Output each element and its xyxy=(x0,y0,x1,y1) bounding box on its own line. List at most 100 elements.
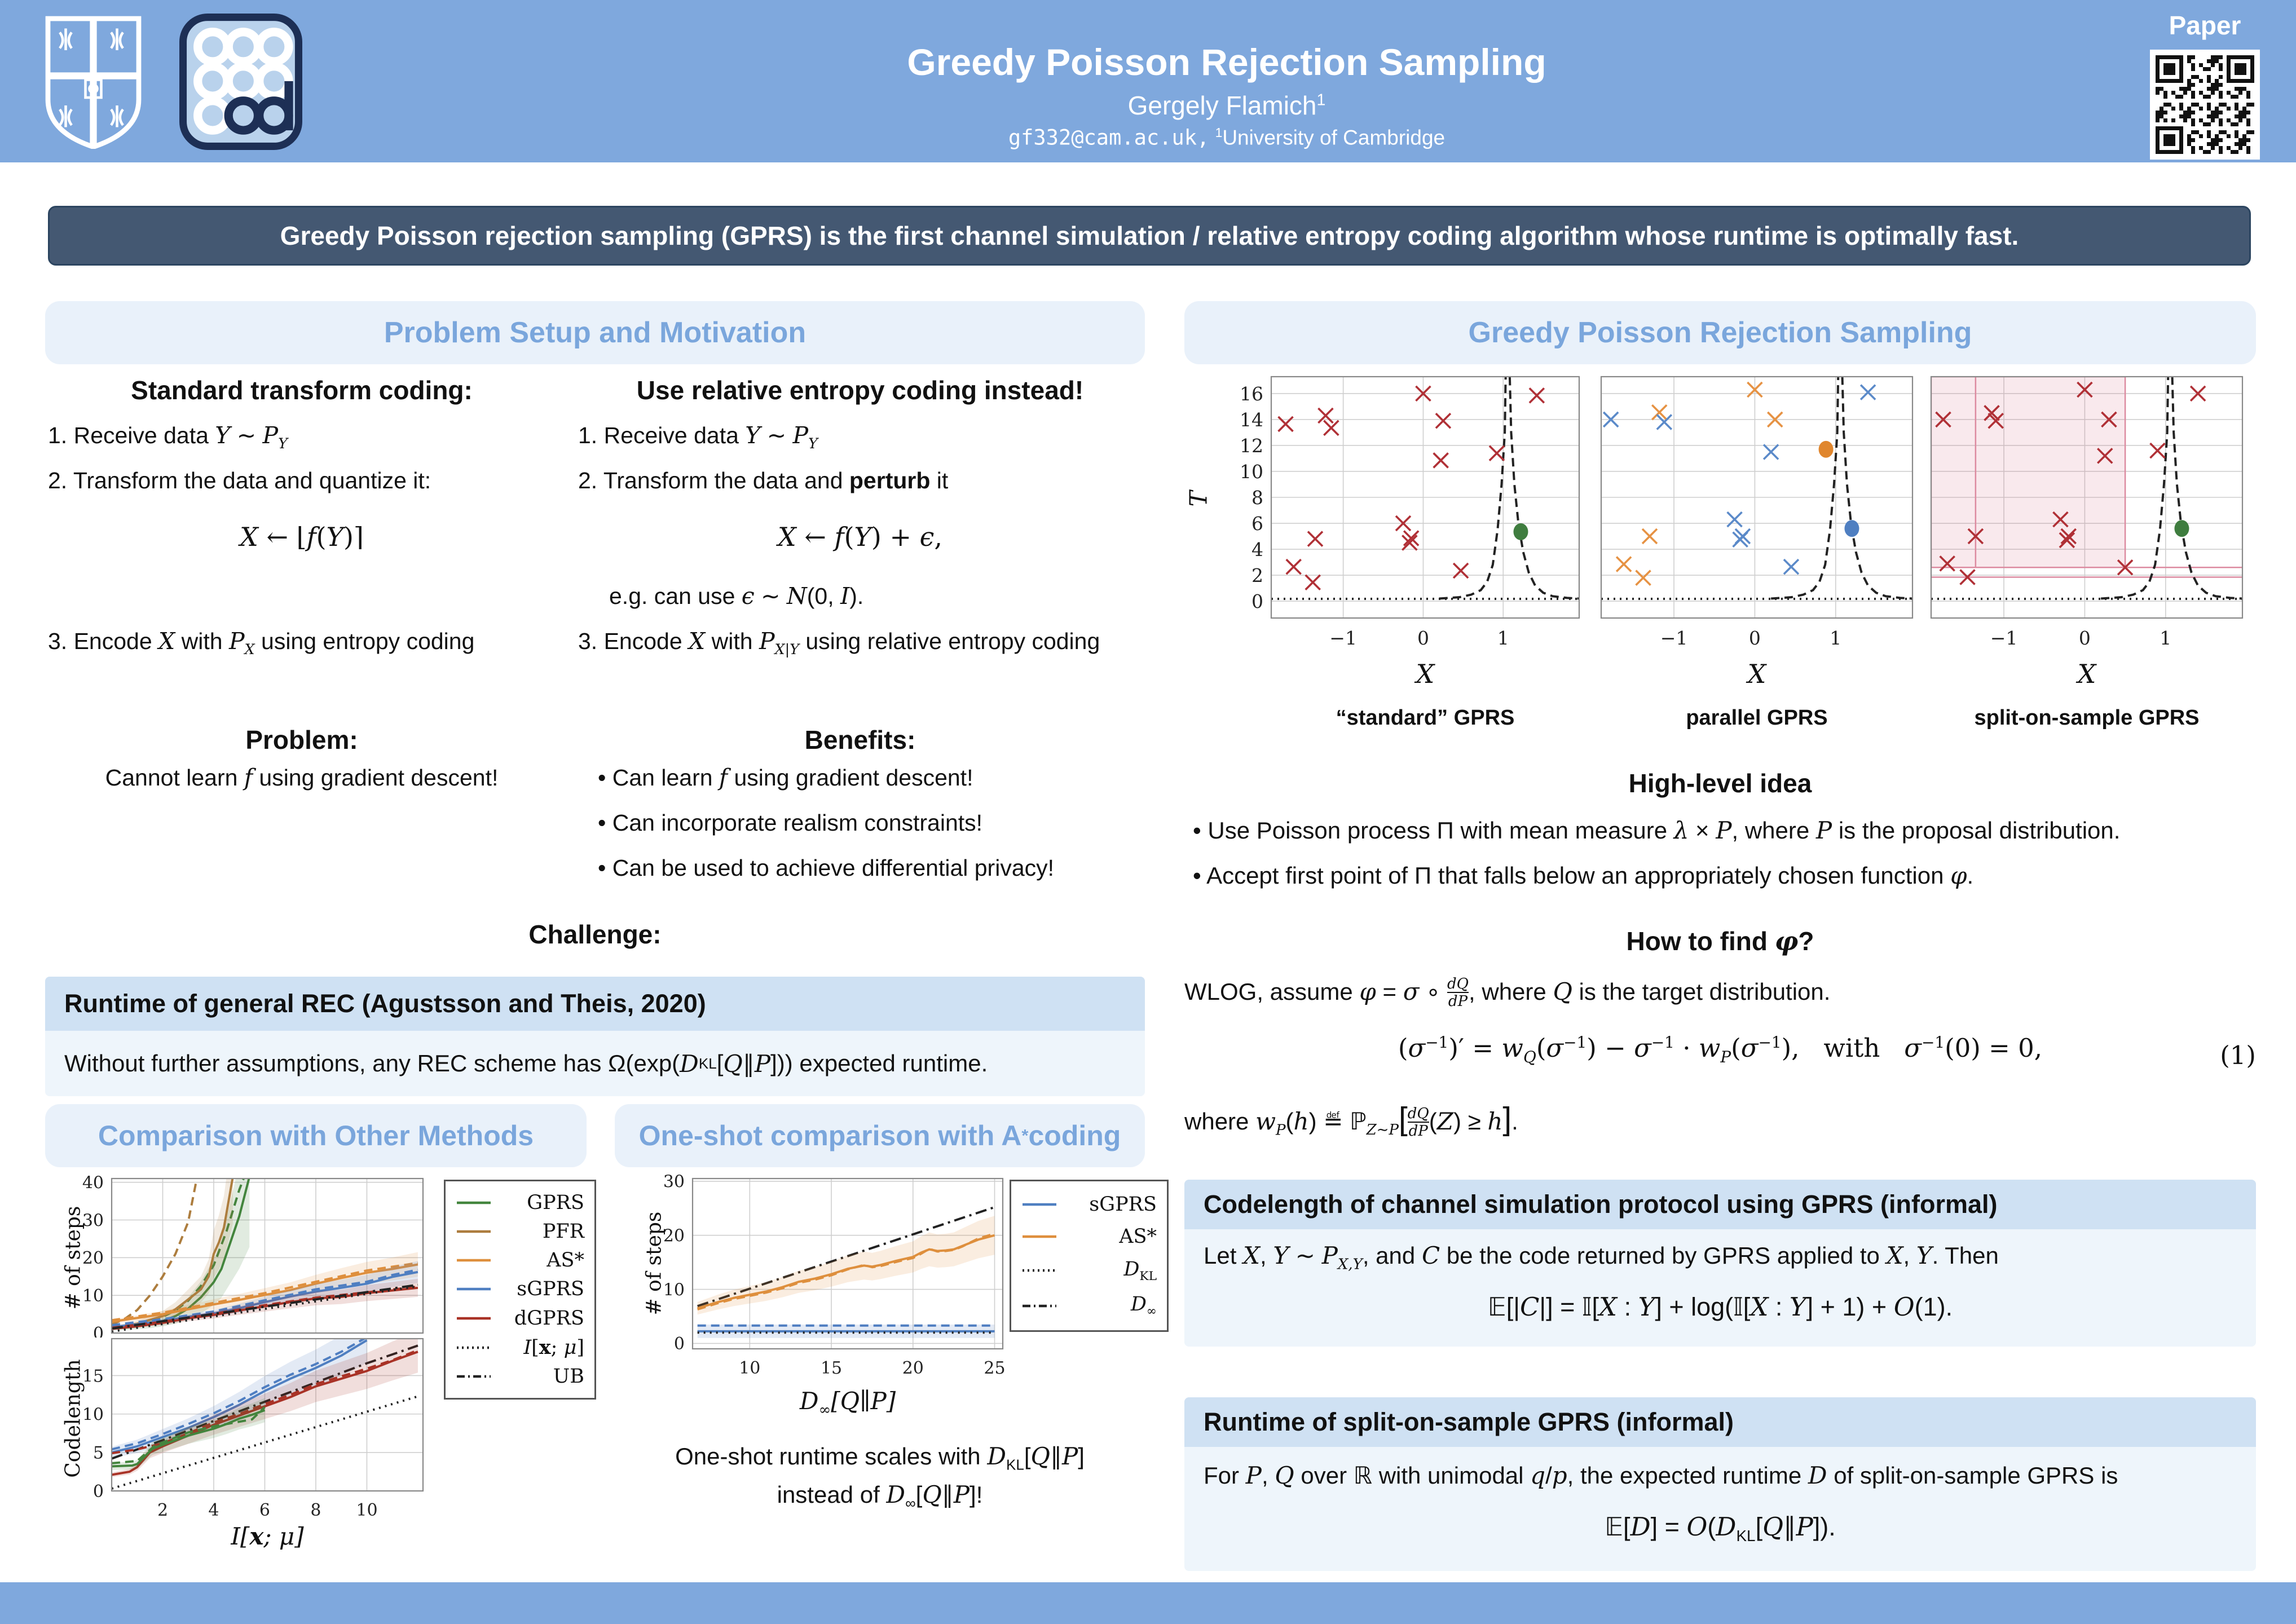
legend-label: sGPRS xyxy=(1089,1193,1157,1216)
colB-title: Use relative entropy coding instead! xyxy=(636,376,1084,405)
legend-line-sample-icon xyxy=(1023,1203,1056,1206)
svg-text:2: 2 xyxy=(1251,564,1263,586)
legend-label: AS* xyxy=(547,1249,584,1272)
header-bar: Greedy Poisson Rejection Sampling Gergel… xyxy=(0,0,2296,162)
oneshot-caption: One-shot runtime scales with DKL[Q∥P] ins… xyxy=(675,1442,1085,1512)
svg-text:40: 40 xyxy=(82,1174,104,1193)
svg-text:20: 20 xyxy=(902,1358,924,1378)
benefit-item: • Can incorporate realism constraints! xyxy=(598,810,983,836)
svg-text:8: 8 xyxy=(310,1501,321,1520)
legend-item: dGPRS xyxy=(456,1307,584,1330)
challenge-title: Challenge: xyxy=(528,920,662,949)
svg-text:8: 8 xyxy=(1251,487,1263,509)
svg-text:25: 25 xyxy=(984,1358,1005,1378)
rec-runtime-box-body: Without further assumptions, any REC sch… xyxy=(45,1031,1145,1096)
svg-text:12: 12 xyxy=(1240,435,1263,457)
equation-number: (1) xyxy=(2220,1040,2256,1070)
benefit-1: Can learn f using gradient descent! xyxy=(612,764,973,791)
svg-text:2: 2 xyxy=(157,1501,168,1520)
problem-text: Cannot learn f using gradient descent! xyxy=(105,764,499,791)
cambridge-shield-icon xyxy=(45,16,142,149)
legend-line-sample-icon xyxy=(457,1201,491,1204)
runtime-theorem-box: Runtime of split-on-sample GPRS (informa… xyxy=(1184,1397,2256,1571)
section-gprs: Greedy Poisson Rejection Sampling xyxy=(1184,301,2256,364)
comparison-legend: GPRS PFR AS* sGPRS dGPRS I[x; μ] UB xyxy=(444,1180,596,1400)
legend-label: D∞ xyxy=(1130,1293,1157,1319)
legend-line-sample-icon xyxy=(457,1259,491,1262)
wp-definition-line: where wP(h) ≝ ℙZ∼P[dQ dP (Z) ≥ h]. xyxy=(1184,1101,1518,1140)
codelength-theorem-line: Let X, Y ∼ PX,Y, and C be the code retur… xyxy=(1204,1242,1999,1273)
legend-line-sample-icon xyxy=(457,1375,491,1378)
svg-text:1: 1 xyxy=(2160,627,2171,649)
colB-item1: 1. Receive data Y ∼ PY xyxy=(578,422,818,452)
rec-runtime-box: Runtime of general REC (Agustsson and Th… xyxy=(45,977,1145,1096)
dinf-xlabel: D∞[Q∥P] xyxy=(799,1387,896,1419)
svg-text:0: 0 xyxy=(2079,627,2091,649)
codelength-theorem-eq: 𝔼[|C|] = 𝕀[X : Y] + log(𝕀[X : Y] + 1) + … xyxy=(1487,1292,1953,1322)
legend-item: sGPRS xyxy=(1021,1193,1157,1216)
oneshot-chart: 10 15 20 25 0 10 20 30 xyxy=(663,1174,1006,1378)
scatter1-xlabel: X xyxy=(1416,659,1435,689)
problem-title: Problem: xyxy=(245,725,358,754)
runtime-theorem-title: Runtime of split-on-sample GPRS (informa… xyxy=(1184,1397,2256,1447)
svg-text:6: 6 xyxy=(1251,513,1263,535)
svg-text:0: 0 xyxy=(93,1324,104,1338)
legend-item: I[x; μ] xyxy=(456,1336,584,1359)
svg-text:0: 0 xyxy=(1749,627,1761,649)
svg-text:16: 16 xyxy=(1240,383,1263,405)
svg-text:4: 4 xyxy=(208,1501,219,1520)
svg-text:1: 1 xyxy=(1497,627,1509,649)
svg-text:15: 15 xyxy=(82,1366,104,1386)
legend-item: D∞ xyxy=(1021,1293,1157,1318)
section-problem-setup: Problem Setup and Motivation xyxy=(45,301,1145,364)
colA-item3: 3. Encode X with PX using entropy coding xyxy=(48,628,475,658)
svg-text:10: 10 xyxy=(82,1286,104,1306)
qr-pattern-icon xyxy=(2156,55,2254,154)
codelength-theorem-box: Codelength of channel simulation protoco… xyxy=(1184,1180,2256,1347)
cbl-lab-logo-icon xyxy=(179,14,302,150)
svg-text:10: 10 xyxy=(356,1501,377,1520)
scatter2-xlabel: X xyxy=(1747,659,1766,689)
scatter3-xlabel: X xyxy=(2077,659,2096,689)
legend-line-sample-icon xyxy=(1023,1235,1056,1238)
svg-text:10: 10 xyxy=(663,1280,685,1300)
colB-item3: 3. Encode X with PX|Y using relative ent… xyxy=(578,628,1100,658)
runtime-theorem-line: For P, Q over ℝ with unimodal q/p, the e… xyxy=(1204,1462,2118,1489)
svg-text:1: 1 xyxy=(1830,627,1841,649)
legend-line-sample-icon xyxy=(457,1346,491,1349)
legend-item: AS* xyxy=(456,1249,584,1272)
sigma-ode-equation: (σ−1)′ = wQ(σ−1) − σ−1 · wP(σ−1), with σ… xyxy=(1398,1033,2043,1066)
legend-label: sGPRS xyxy=(517,1278,584,1301)
benefits-title: Benefits: xyxy=(804,725,916,754)
legend-item: sGPRS xyxy=(456,1278,584,1300)
legend-line-sample-icon xyxy=(1023,1269,1056,1272)
benefit-item: • Can be used to achieve differential pr… xyxy=(598,855,1055,881)
section-oneshot: One-shot comparison with A * coding xyxy=(615,1104,1145,1167)
svg-text:15: 15 xyxy=(821,1358,842,1378)
footer-bar xyxy=(0,1582,2296,1624)
runtime-theorem-eq: 𝔼[D] = O(DKL[Q∥P]). xyxy=(1605,1512,1836,1544)
svg-text:0: 0 xyxy=(93,1482,104,1502)
colA-title: Standard transform coding: xyxy=(131,376,473,405)
legend-item: PFR xyxy=(456,1220,584,1243)
rec-runtime-box-title: Runtime of general REC (Agustsson and Th… xyxy=(45,977,1145,1031)
codelength-ylabel: Codelength xyxy=(61,1359,85,1478)
scatter3-caption: split-on-sample GPRS xyxy=(1974,706,2200,730)
svg-text:0: 0 xyxy=(1251,590,1263,612)
scatter1-caption: “standard” GPRS xyxy=(1336,706,1515,730)
oneshot-ylabel: # of steps xyxy=(642,1211,666,1316)
colB-formula: X ← f(Y) + ϵ, xyxy=(777,522,943,552)
parallel-gprs-scatter: −1 0 1 xyxy=(1600,376,1914,649)
section-comparison: Comparison with Other Methods xyxy=(45,1104,587,1167)
steps-vs-mi-chart: 0 10 20 30 40 xyxy=(82,1174,424,1338)
scatter-ylabel-T: T xyxy=(1184,491,1213,507)
poster-author: Gergely Flamich1 xyxy=(1127,91,1326,120)
benefit-item: • Can learn f using gradient descent! xyxy=(598,764,973,791)
legend-item: DKL xyxy=(1021,1258,1157,1283)
legend-label: GPRS xyxy=(527,1191,584,1214)
headline-banner: Greedy Poisson rejection sampling (GPRS)… xyxy=(48,206,2251,266)
legend-item: GPRS xyxy=(456,1191,584,1214)
codelength-vs-mi-chart: 2 4 6 8 10 0 5 10 15 xyxy=(82,1338,424,1520)
